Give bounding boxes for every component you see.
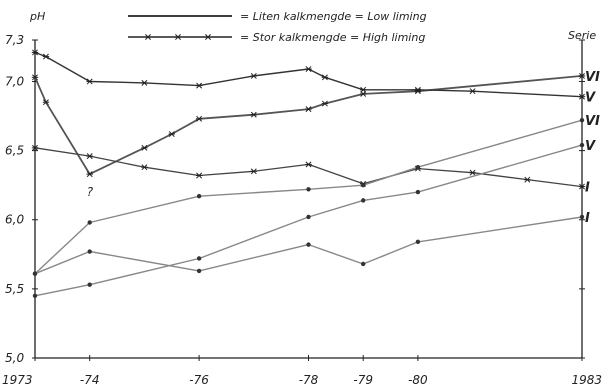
y-tick-label: 5,0 [5, 351, 24, 365]
data-point [578, 93, 586, 100]
series-line [34, 75, 583, 176]
data-point [250, 111, 257, 118]
data-point [579, 214, 585, 220]
data-point [141, 164, 148, 171]
data-point [578, 183, 586, 190]
data-point [87, 220, 92, 225]
series-line [34, 144, 583, 297]
legend: = Liten kalkmengde = Low liming = Stor k… [128, 10, 427, 44]
data-point [86, 171, 93, 178]
data-point [415, 189, 421, 195]
data-point [414, 86, 422, 93]
legend-marker-1 [174, 34, 182, 40]
data-point [306, 187, 311, 192]
data-point [196, 194, 202, 199]
data-point [141, 79, 148, 86]
series-low-VI [32, 117, 585, 276]
x-tick-label: -76 [189, 373, 209, 387]
data-point [361, 261, 366, 267]
data-point [361, 198, 366, 203]
data-point [305, 66, 312, 72]
data-point [469, 88, 476, 95]
data-point [305, 161, 312, 168]
data-point [42, 53, 50, 60]
y-tick-label: 6,5 [5, 144, 24, 158]
data-point [87, 282, 92, 287]
data-point [32, 293, 38, 298]
data-point [32, 271, 38, 276]
data-point [579, 117, 585, 123]
data-point [321, 100, 329, 107]
x-tick-label: -80 [408, 373, 428, 387]
data-point [86, 78, 93, 85]
data-point [250, 72, 257, 79]
y-axis-label: pH [29, 10, 45, 23]
legend-marker-0 [144, 34, 152, 40]
x-tick-label: -79 [353, 373, 373, 387]
series-end-label: VI [585, 70, 600, 85]
data-point [195, 115, 203, 122]
legend-marker-2 [204, 34, 212, 40]
data-point [306, 214, 311, 220]
series-high-V [31, 49, 586, 100]
series-low-V [32, 142, 585, 298]
data-point [31, 74, 39, 81]
series-end-label: I [585, 181, 590, 196]
y-tick-label: 7,0 [5, 74, 24, 88]
x-ticks: 1973 -74 -76 -78 -79 -80 1983 [2, 355, 602, 387]
y-tick-label: 6,0 [5, 213, 24, 227]
x-tick-label: 1973 [2, 373, 33, 387]
data-point [168, 131, 175, 137]
right-axis-label: Serie [568, 29, 596, 42]
y-tick-label: 7,3 [5, 33, 24, 47]
series-end-label: V [585, 139, 596, 154]
y-ticks: 5,0 5,5 6,0 6,5 7,0 7,3 [5, 33, 585, 365]
legend-low-liming-label: = Liten kalkmengde = Low liming [240, 10, 427, 23]
legend-high-liming-label: = Stor kalkmengde = High liming [240, 31, 425, 44]
y-tick-label: 5,5 [5, 282, 24, 296]
data-point [415, 165, 421, 170]
series-low-I [32, 214, 585, 276]
data-point [196, 268, 202, 274]
data-point [361, 182, 366, 188]
data-point [250, 168, 257, 175]
data-point [86, 153, 93, 160]
data-point [360, 86, 367, 93]
data-point [578, 72, 586, 79]
data-point [42, 99, 50, 106]
x-tick-label: -78 [299, 373, 319, 387]
annotations: ? [87, 185, 94, 199]
data-point [195, 172, 203, 179]
data-point [579, 142, 585, 148]
series-end-label: V [585, 91, 596, 106]
data-point [321, 74, 329, 81]
series-line [34, 147, 583, 188]
x-tick-label: -74 [80, 373, 100, 387]
data-point [141, 144, 148, 151]
x-tick-label: 1983 [571, 373, 602, 387]
series-end-label: VI [585, 114, 600, 129]
data-point [306, 242, 311, 247]
annotation-question-mark: ? [87, 185, 94, 199]
legend-high-liming-markers [144, 34, 212, 40]
series-line [34, 119, 583, 275]
data-point [196, 256, 202, 261]
data-point [87, 249, 92, 254]
series-layer [31, 49, 586, 298]
data-point [305, 106, 312, 113]
data-point [31, 49, 39, 56]
data-point [524, 176, 531, 183]
series-end-label: I [585, 211, 590, 226]
data-point [195, 82, 203, 89]
data-point [469, 169, 476, 176]
data-point [31, 144, 39, 151]
data-point [415, 239, 421, 245]
series-line [34, 51, 583, 98]
series-high-I [31, 144, 586, 190]
